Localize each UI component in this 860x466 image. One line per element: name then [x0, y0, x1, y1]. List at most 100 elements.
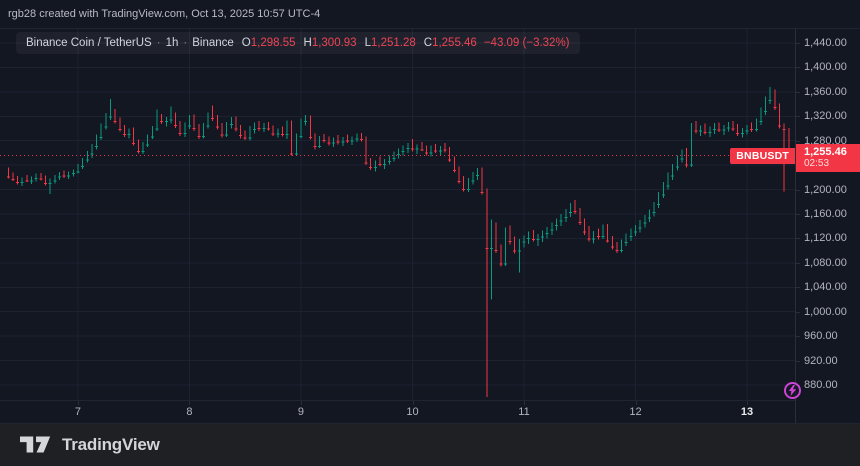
candlestick-plot[interactable] — [0, 29, 795, 400]
candle — [652, 201, 656, 217]
candle — [778, 103, 782, 129]
bar-countdown: 02:53 — [804, 157, 830, 169]
time-tick — [412, 401, 414, 405]
ohlc-open: O1,298.55 — [241, 37, 296, 49]
candle — [550, 222, 554, 235]
last-price-value: 1,255.46 — [804, 145, 847, 158]
lightning-icon — [788, 385, 797, 396]
candle — [462, 176, 466, 192]
candle — [201, 123, 205, 139]
candle — [596, 228, 600, 240]
candle — [294, 133, 298, 156]
candle — [174, 112, 178, 128]
candle — [545, 226, 549, 239]
candle — [699, 125, 703, 136]
time-axis[interactable]: 7 8 9 10 11 12 13 — [0, 400, 795, 425]
candle — [155, 109, 159, 131]
candle — [573, 199, 577, 214]
candle — [634, 224, 638, 236]
candle — [290, 120, 294, 156]
candle — [169, 106, 173, 124]
candle — [350, 136, 354, 145]
candle — [452, 156, 456, 173]
candle — [285, 120, 289, 139]
candle — [262, 123, 266, 133]
price-tick-label: 960.00 — [796, 330, 838, 342]
candle — [373, 160, 377, 172]
candle — [606, 223, 610, 243]
time-tick — [635, 401, 637, 405]
price-axis[interactable]: 1,255.46 02:53 1,440.00 1,400.00 1,360.00 1… — [795, 29, 860, 423]
candle — [466, 177, 470, 193]
candle — [76, 163, 80, 174]
candle — [522, 235, 526, 248]
candle — [220, 123, 224, 138]
candle — [99, 123, 103, 141]
candle — [457, 166, 461, 184]
candle — [71, 169, 75, 177]
candle — [620, 239, 624, 253]
candle — [764, 96, 768, 116]
candle — [722, 124, 726, 136]
candle — [276, 128, 280, 138]
plot-area[interactable] — [0, 29, 795, 400]
candle — [215, 115, 219, 130]
price-tick-label: 1,200.00 — [796, 184, 847, 196]
candle — [411, 138, 415, 152]
candle — [206, 112, 210, 129]
candle — [345, 134, 349, 144]
candle — [359, 132, 363, 142]
time-tick-label: 8 — [186, 406, 193, 418]
boost-button[interactable] — [784, 382, 801, 399]
candle — [104, 113, 108, 130]
candle — [434, 143, 438, 153]
candle — [43, 175, 47, 186]
candle — [615, 242, 619, 254]
candle — [773, 89, 777, 111]
candle — [332, 137, 336, 147]
candle — [95, 134, 99, 150]
time-tick — [524, 401, 525, 405]
candle — [661, 182, 665, 199]
time-tick-label: 11 — [518, 406, 530, 418]
candle — [178, 121, 182, 136]
candle — [703, 123, 707, 135]
price-tick-label: 1,400.00 — [796, 61, 847, 73]
candle — [57, 171, 61, 180]
candle — [499, 244, 503, 267]
candle — [85, 151, 89, 163]
candle — [146, 134, 150, 147]
chart-legend: Binance Coin / TetherUS · 1h · Binance O… — [16, 32, 580, 54]
candle — [67, 171, 71, 180]
legend-separator: · — [183, 37, 188, 49]
candle — [536, 234, 540, 246]
candle — [638, 220, 642, 233]
candle — [53, 174, 57, 184]
tradingview-brand-link[interactable]: TradingView — [20, 435, 160, 455]
candle — [675, 155, 679, 171]
footer-bar: TradingView — [0, 424, 860, 466]
candle — [726, 121, 730, 132]
candle — [485, 188, 489, 398]
candle — [25, 174, 29, 183]
candle — [229, 116, 233, 129]
time-tick-label: 13 — [740, 406, 754, 418]
candle — [424, 145, 428, 156]
candle — [527, 231, 531, 244]
candle — [508, 225, 512, 245]
candle — [211, 105, 215, 122]
candle — [318, 135, 322, 149]
candle — [11, 172, 15, 182]
candle — [712, 123, 716, 134]
candle — [582, 218, 586, 235]
candle — [225, 121, 229, 138]
price-tick-label: 920.00 — [796, 355, 838, 367]
candle — [271, 125, 275, 136]
candle — [624, 233, 628, 246]
candle — [164, 116, 168, 127]
candle — [397, 148, 401, 159]
candle — [471, 171, 475, 185]
candle — [610, 235, 614, 250]
candle — [16, 176, 20, 185]
